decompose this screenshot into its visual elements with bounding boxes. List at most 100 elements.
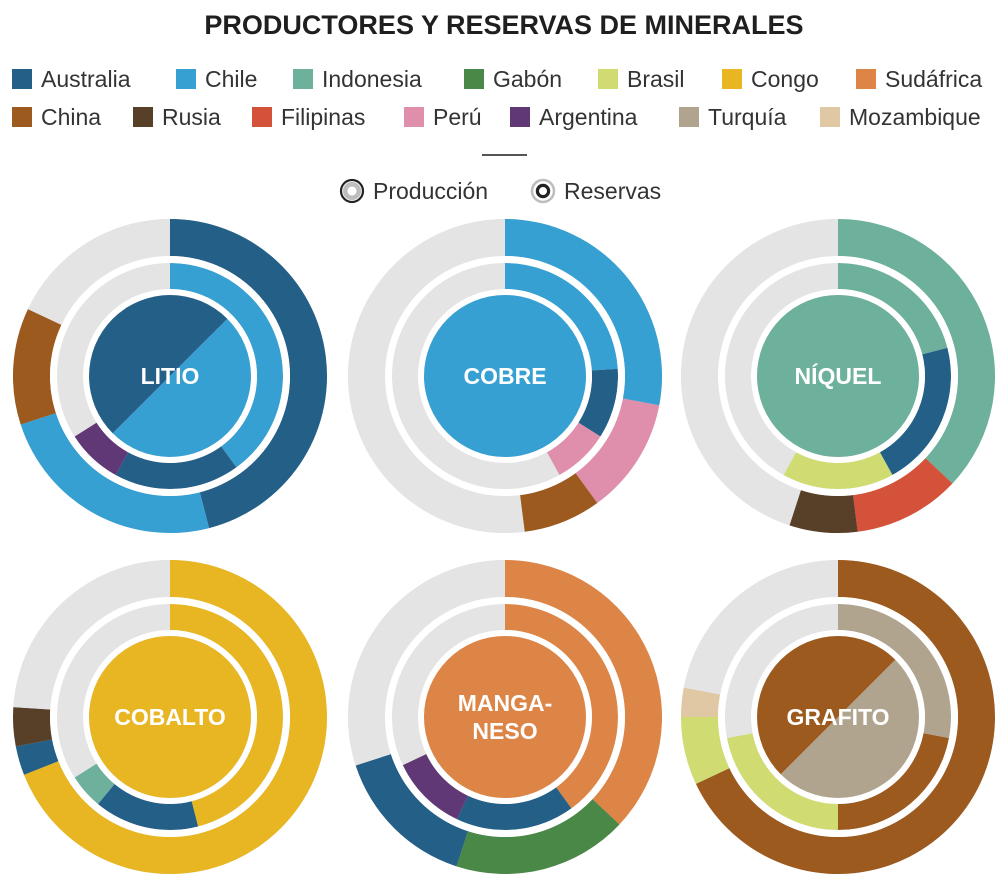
niquel-production-segment-indonesia bbox=[838, 219, 996, 484]
grafito-ring-gap bbox=[718, 597, 958, 837]
cobalto-ring-gap bbox=[50, 597, 290, 837]
legend-swatch-filipinas bbox=[252, 107, 272, 127]
litio-label: LITIO bbox=[141, 363, 200, 389]
manga-neso-reserves-segment-sudafrica bbox=[505, 604, 618, 809]
cobre-label: COBRE bbox=[463, 363, 546, 389]
legend-swatch-australia bbox=[12, 69, 32, 89]
niquel-core-gap bbox=[751, 289, 925, 463]
litio-reserves-segment-chile bbox=[170, 263, 284, 468]
cobre-ring-gap bbox=[385, 256, 625, 496]
litio-production-segment-china bbox=[13, 309, 62, 425]
legend-swatch-rusia bbox=[133, 107, 153, 127]
chart-title: PRODUCTORES Y RESERVAS DE MINERALES bbox=[204, 10, 804, 40]
reserves-ring-label: Reservas bbox=[564, 177, 662, 204]
niquel-label-line: NÍQUEL bbox=[795, 362, 882, 389]
legend-label-peru: Perú bbox=[433, 103, 482, 130]
grafito-production-segment-brasil bbox=[681, 717, 730, 784]
cobalto-production-segment-rest bbox=[13, 560, 171, 710]
litio-production-segment-australia bbox=[170, 219, 328, 529]
niquel-production-segment-rusia bbox=[789, 490, 858, 533]
cobalto-reserves-segment-indonesia bbox=[74, 763, 115, 805]
cobalto-reserves-segment-australia bbox=[97, 784, 199, 830]
cobre-production-segment-chile bbox=[505, 219, 662, 406]
cobalto-center bbox=[89, 636, 251, 798]
cobre-production-segment-china bbox=[520, 473, 598, 532]
legend-item-peru: Perú bbox=[404, 102, 482, 132]
litio-reserves-segment-australia bbox=[115, 446, 237, 489]
litio-center-australia bbox=[89, 295, 228, 434]
legend-item-chile: Chile bbox=[176, 64, 257, 94]
legend-label-australia: Australia bbox=[41, 65, 131, 92]
production-ring-icon bbox=[339, 178, 365, 204]
manga-neso-label-line: MANGA- bbox=[458, 690, 553, 716]
legend-label-mozambique: Mozambique bbox=[849, 103, 981, 130]
litio-core-gap bbox=[83, 289, 257, 463]
donut-cobre: COBRE bbox=[348, 219, 662, 533]
legend-label-rusia: Rusia bbox=[162, 103, 221, 130]
legend-swatch-chile bbox=[176, 69, 196, 89]
legend-swatch-mozambique bbox=[820, 107, 840, 127]
legend-swatch-indonesia bbox=[293, 69, 313, 89]
litio-reserves-segment-argentina bbox=[74, 422, 129, 476]
legend-item-australia: Australia bbox=[12, 64, 130, 94]
legend-item-sudafrica: Sudáfrica bbox=[856, 64, 982, 94]
legend-swatch-sudafrica bbox=[856, 69, 876, 89]
niquel-production-segment-rest bbox=[681, 219, 838, 526]
grafito-center-turquia bbox=[780, 659, 919, 798]
niquel-center bbox=[757, 295, 919, 457]
donut-grafito: GRAFITO bbox=[681, 560, 995, 874]
grafito-reserves-segment-turquia bbox=[838, 604, 951, 739]
grafito-center-china bbox=[757, 636, 896, 775]
manga-neso-production-segment-rest bbox=[347, 560, 505, 766]
grafito-reserves-segment-brasil bbox=[727, 733, 838, 830]
grafito-reserves-segment-rest bbox=[724, 604, 838, 739]
manga-neso-production-segment-gabon bbox=[456, 799, 620, 874]
legend-item-china: China bbox=[12, 102, 101, 132]
donut-litio: LITIO bbox=[13, 219, 328, 533]
cobre-reserves-segment-peru bbox=[546, 422, 601, 476]
legend-divider bbox=[482, 154, 527, 156]
manga-neso-ring-gap bbox=[385, 597, 625, 837]
cobalto-production-segment-australia bbox=[15, 739, 59, 775]
cobre-production-segment-peru bbox=[575, 398, 660, 504]
legend-label-china: China bbox=[41, 103, 102, 130]
litio-label-line: LITIO bbox=[141, 363, 200, 389]
manga-neso-center bbox=[424, 636, 586, 798]
cobre-core-gap bbox=[418, 289, 592, 463]
legend-item-filipinas: Filipinas bbox=[252, 102, 365, 132]
litio-ring-gap bbox=[50, 256, 290, 496]
legend-swatch-argentina bbox=[510, 107, 530, 127]
manga-neso-reserves-segment-rest bbox=[392, 604, 505, 766]
legend-label-turquia: Turquía bbox=[708, 103, 787, 130]
cobalto-reserves-segment-congo bbox=[170, 604, 283, 827]
legend-swatch-peru bbox=[404, 107, 424, 127]
cobre-reserves-segment-chile bbox=[505, 263, 618, 371]
niquel-ring-gap bbox=[718, 256, 958, 496]
legend-swatch-congo bbox=[722, 69, 742, 89]
legend-label-sudafrica: Sudáfrica bbox=[885, 65, 983, 92]
niquel-reserves-segment-indonesia bbox=[838, 263, 948, 355]
donut-niquel: NÍQUEL bbox=[681, 219, 996, 533]
legend-swatch-brasil bbox=[598, 69, 618, 89]
legend-item-brasil: Brasil bbox=[598, 64, 685, 94]
grafito-label: GRAFITO bbox=[786, 704, 889, 730]
manga-neso-production-segment-australia bbox=[355, 754, 468, 867]
legend-label-chile: Chile bbox=[205, 65, 258, 92]
grafito-production-segment-mozambique bbox=[681, 687, 721, 717]
legend-item-rusia: Rusia bbox=[133, 102, 221, 132]
grafito-reserves-segment-china bbox=[838, 733, 949, 830]
manga-neso-reserves-segment-australia bbox=[456, 787, 572, 830]
legend-label-brasil: Brasil bbox=[627, 65, 685, 92]
niquel-production-segment-filipinas bbox=[853, 458, 953, 532]
donut-cobalto: COBALTO bbox=[12, 560, 328, 874]
legend-swatch-gabon bbox=[464, 69, 484, 89]
legend-item-indonesia: Indonesia bbox=[293, 64, 422, 94]
cobre-reserves-segment-rest bbox=[392, 263, 560, 489]
manga-neso-label-line: NESO bbox=[472, 718, 537, 744]
legend-label-filipinas: Filipinas bbox=[281, 103, 366, 130]
grafito-production-segment-rest bbox=[683, 560, 838, 695]
legend-label-gabon: Gabón bbox=[493, 65, 563, 92]
cobalto-core-gap bbox=[83, 630, 257, 804]
cobre-reserves-segment-australia bbox=[578, 368, 619, 437]
